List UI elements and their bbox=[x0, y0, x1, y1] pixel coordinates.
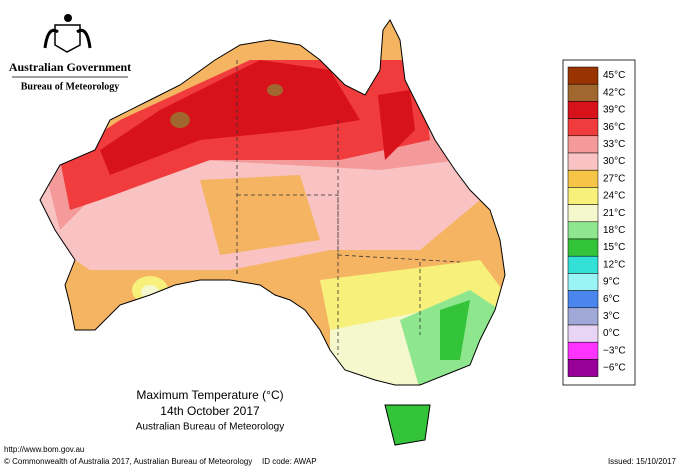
issued: Issued: 15/10/2017 bbox=[608, 457, 677, 466]
map-source: Australian Bureau of Meteorology bbox=[136, 422, 284, 433]
logo bbox=[43, 14, 92, 53]
legend: 45°C 42°C 39°C 36°C 33°C 30°C 27°C 24°C 21°C 18°C… bbox=[567, 66, 626, 377]
legend-label: 30°C bbox=[603, 156, 625, 167]
legend-swatch bbox=[567, 83, 599, 102]
legend-swatch bbox=[567, 290, 599, 309]
legend-label: 9°C bbox=[603, 277, 620, 288]
legend-label: 36°C bbox=[603, 122, 625, 133]
url: http://www.bom.gov.au bbox=[4, 445, 84, 454]
legend-swatch bbox=[567, 187, 599, 205]
id-code: ID code: AWAP bbox=[262, 457, 317, 466]
legend-label: 42°C bbox=[603, 87, 625, 98]
legend-swatch bbox=[567, 118, 599, 137]
legend-swatch bbox=[567, 341, 599, 360]
legend-label: −3°C bbox=[603, 345, 626, 356]
legend-label: 45°C bbox=[603, 70, 625, 81]
legend-swatch bbox=[567, 238, 599, 257]
legend-swatch bbox=[567, 359, 599, 377]
legend-label: 6°C bbox=[603, 294, 620, 305]
legend-swatch bbox=[567, 135, 599, 154]
legend-swatch bbox=[567, 221, 599, 240]
legend-swatch bbox=[567, 101, 599, 119]
legend-label: 15°C bbox=[603, 242, 625, 253]
legend-swatch bbox=[567, 255, 599, 274]
government-name: Australian Government bbox=[9, 60, 131, 74]
legend-swatch bbox=[567, 324, 599, 343]
legend-swatch bbox=[567, 307, 599, 326]
copyright: © Commonwealth of Australia 2017, Austra… bbox=[4, 457, 252, 466]
legend-label: −6°C bbox=[603, 363, 626, 374]
map-date: 14th October 2017 bbox=[160, 404, 260, 418]
legend-label: 12°C bbox=[603, 259, 625, 270]
legend-label: 0°C bbox=[603, 328, 620, 339]
coastline bbox=[39, 19, 506, 446]
legend-swatch bbox=[567, 273, 599, 291]
legend-swatch bbox=[567, 169, 599, 188]
legend-label: 18°C bbox=[603, 225, 625, 236]
map-title: Maximum Temperature (°C) bbox=[136, 388, 283, 402]
state-borders bbox=[236, 60, 461, 355]
legend-swatch bbox=[567, 204, 599, 223]
legend-label: 21°C bbox=[603, 208, 625, 219]
legend-label: 24°C bbox=[603, 191, 625, 202]
legend-label: 33°C bbox=[603, 139, 625, 150]
legend-swatch bbox=[567, 152, 599, 171]
legend-swatch bbox=[567, 66, 599, 85]
legend-label: 39°C bbox=[603, 105, 625, 116]
bureau-name: Bureau of Meteorology bbox=[21, 81, 120, 92]
legend-label: 3°C bbox=[603, 311, 620, 322]
legend-label: 27°C bbox=[603, 173, 625, 184]
